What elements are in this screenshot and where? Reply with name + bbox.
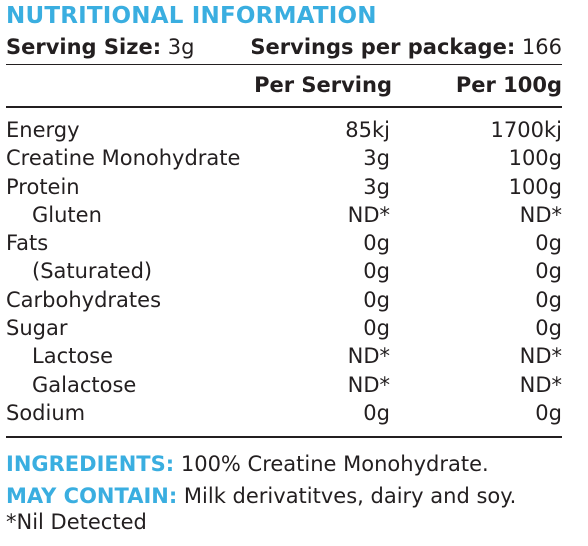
nutrition-table: Energy 85kj 1700kj Creatine Monohydrate …	[6, 116, 562, 427]
column-header-per-100g: Per 100g	[455, 73, 562, 97]
nutrient-name: Protein	[6, 174, 80, 199]
nutrient-name: Carbohydrates	[6, 287, 162, 312]
serving-size-value: 3g	[167, 35, 195, 59]
nutrient-name: Sodium	[6, 400, 86, 425]
per-100g-value: 0g	[535, 259, 562, 284]
per-serving-value: 0g	[363, 287, 390, 312]
column-header-per-serving: Per Serving	[254, 73, 392, 97]
ingredients-line: INGREDIENTS: 100% Creatine Monohydrate.	[6, 452, 489, 476]
table-row: Energy 85kj 1700kj	[6, 116, 562, 144]
servings-per-package: Servings per package: 166	[250, 35, 562, 59]
nutrient-name: Energy	[6, 118, 80, 142]
serving-size: Serving Size: 3g	[6, 35, 194, 59]
nutrient-name: Gluten	[32, 202, 102, 227]
table-row: Lactose ND* ND*	[6, 342, 562, 370]
nutrient-name: (Saturated)	[32, 259, 153, 284]
divider-bottom	[6, 436, 562, 438]
nutrient-name: Lactose	[32, 344, 114, 369]
nutrient-name: Sugar	[6, 316, 68, 341]
ingredients-text: 100% Creatine Monohydrate.	[180, 452, 489, 476]
table-row: Fats 0g 0g	[6, 229, 562, 257]
per-serving-value: ND*	[347, 372, 390, 397]
per-serving-value: 0g	[363, 316, 390, 341]
may-contain-label: MAY CONTAIN:	[6, 484, 178, 508]
table-row: Galactose ND* ND*	[6, 371, 562, 399]
per-100g-value: 0g	[535, 400, 562, 425]
per-serving-value: 0g	[363, 400, 390, 425]
servings-per-package-value: 166	[521, 35, 562, 59]
per-serving-value: 3g	[363, 146, 390, 171]
per-100g-value: 0g	[535, 316, 562, 341]
serving-size-label: Serving Size:	[6, 35, 162, 59]
table-row: Protein 3g 100g	[6, 173, 562, 201]
per-100g-value: ND*	[519, 202, 562, 227]
per-100g-value: 100g	[508, 146, 562, 171]
servings-per-package-label: Servings per package:	[250, 35, 516, 59]
table-row: Carbohydrates 0g 0g	[6, 286, 562, 314]
per-serving-value: 0g	[363, 231, 390, 256]
per-100g-value: 0g	[535, 287, 562, 312]
nutrient-name: Galactose	[32, 372, 137, 397]
per-serving-value: 85kj	[345, 118, 390, 142]
per-100g-value: ND*	[519, 372, 562, 397]
serving-info: Serving Size: 3g Servings per package: 1…	[6, 35, 562, 59]
per-100g-value: 100g	[508, 174, 562, 199]
table-row: Gluten ND* ND*	[6, 201, 562, 229]
table-row: Sugar 0g 0g	[6, 314, 562, 342]
per-100g-value: 0g	[535, 231, 562, 256]
per-serving-value: ND*	[347, 202, 390, 227]
per-100g-value: 1700kj	[490, 118, 562, 142]
table-row: Creatine Monohydrate 3g 100g	[6, 144, 562, 172]
per-serving-value: 0g	[363, 259, 390, 284]
per-serving-value: 3g	[363, 174, 390, 199]
per-serving-value: ND*	[347, 344, 390, 369]
per-100g-value: ND*	[519, 344, 562, 369]
may-contain-line: MAY CONTAIN: Milk derivatitves, dairy an…	[6, 484, 516, 508]
page-title: NUTRITIONAL INFORMATION	[6, 3, 377, 29]
nutrient-name: Fats	[6, 231, 49, 256]
nutrient-name: Creatine Monohydrate	[6, 146, 241, 171]
table-row: Sodium 0g 0g	[6, 399, 562, 427]
divider-top	[6, 64, 562, 65]
divider-header	[6, 106, 562, 108]
ingredients-label: INGREDIENTS:	[6, 452, 175, 476]
footnote: *Nil Detected	[6, 510, 147, 534]
may-contain-text: Milk derivatitves, dairy and soy.	[183, 484, 517, 508]
table-row: (Saturated) 0g 0g	[6, 257, 562, 285]
